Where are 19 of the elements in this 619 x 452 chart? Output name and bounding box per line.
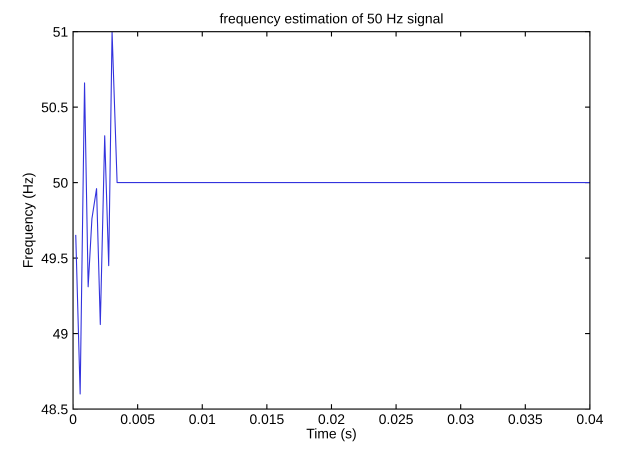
chart-title: frequency estimation of 50 Hz signal bbox=[220, 13, 442, 26]
x-tick-label: 0 bbox=[70, 414, 76, 424]
x-axis-title: Time (s) bbox=[306, 428, 356, 442]
x-tick-label: 0.02 bbox=[318, 414, 344, 424]
y-tick-label: 50.5 bbox=[42, 102, 68, 112]
x-tick-label: 0.04 bbox=[576, 414, 604, 424]
y-tick-label: 48.5 bbox=[41, 404, 68, 414]
x-tick-label: 0.035 bbox=[508, 414, 542, 424]
y-tick-label: 49 bbox=[53, 328, 68, 339]
y-axis-title: Frequency (Hz) bbox=[22, 173, 36, 268]
x-tick-label: 0.005 bbox=[120, 414, 154, 424]
x-tick-label: 0.025 bbox=[379, 414, 413, 424]
y-tick-label: 51 bbox=[53, 27, 68, 37]
y-tick-label: 49.5 bbox=[41, 253, 68, 264]
x-tick-label: 0.01 bbox=[189, 414, 216, 424]
line-series bbox=[75, 32, 590, 395]
x-tick-label: 0.03 bbox=[448, 414, 474, 424]
y-tick-label: 50 bbox=[53, 178, 68, 188]
x-tick-label: 0.015 bbox=[250, 414, 284, 424]
